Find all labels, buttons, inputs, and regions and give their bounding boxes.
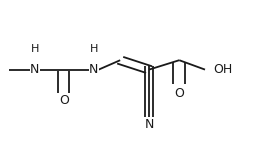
Text: H: H — [31, 44, 39, 54]
Text: O: O — [59, 94, 69, 107]
Text: N: N — [144, 118, 154, 131]
Text: N: N — [30, 63, 40, 76]
Text: H: H — [90, 44, 98, 54]
Text: O: O — [174, 87, 184, 100]
Text: OH: OH — [213, 63, 233, 76]
Text: N: N — [89, 63, 99, 76]
